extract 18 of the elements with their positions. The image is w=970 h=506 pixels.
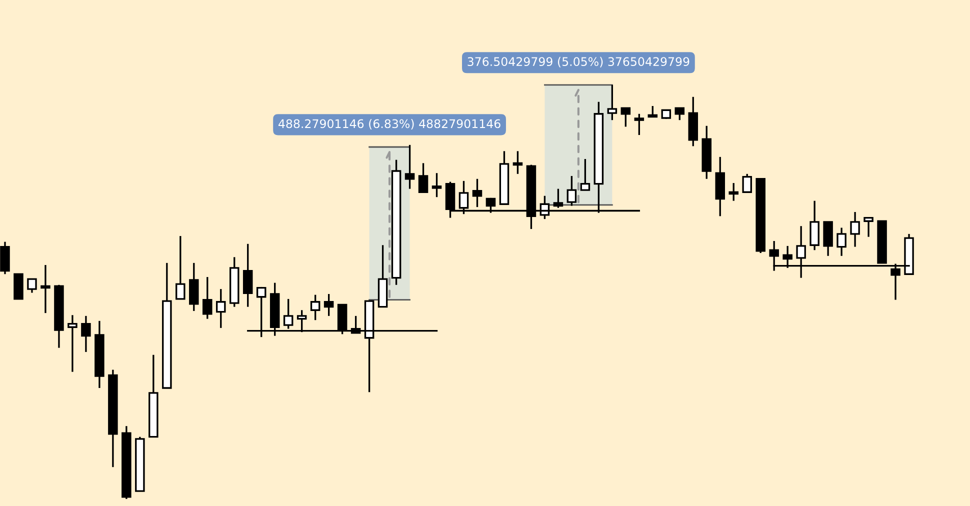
- candlestick: [40, 264, 50, 314]
- candlestick: [216, 288, 226, 329]
- candlestick: [850, 211, 860, 248]
- candlestick: [432, 172, 442, 198]
- annotation: 488.27901146 (6.83%) 48827901146: [278, 119, 500, 130]
- candlestick: [81, 315, 91, 353]
- text: 376.50429799 (5.05%) 37650429799: [468, 56, 690, 68]
- candlestick: [810, 200, 820, 251]
- candlestick: [94, 320, 104, 389]
- candlestick: [108, 368, 118, 468]
- candlestick: [242, 243, 253, 308]
- candlestick: [404, 144, 415, 190]
- candlestick: [512, 150, 523, 175]
- candlestick: [68, 314, 78, 373]
- candlestick: [836, 226, 846, 257]
- candlestick: [715, 156, 725, 217]
- candlestick: [472, 178, 482, 208]
- candlestick: [0, 240, 10, 275]
